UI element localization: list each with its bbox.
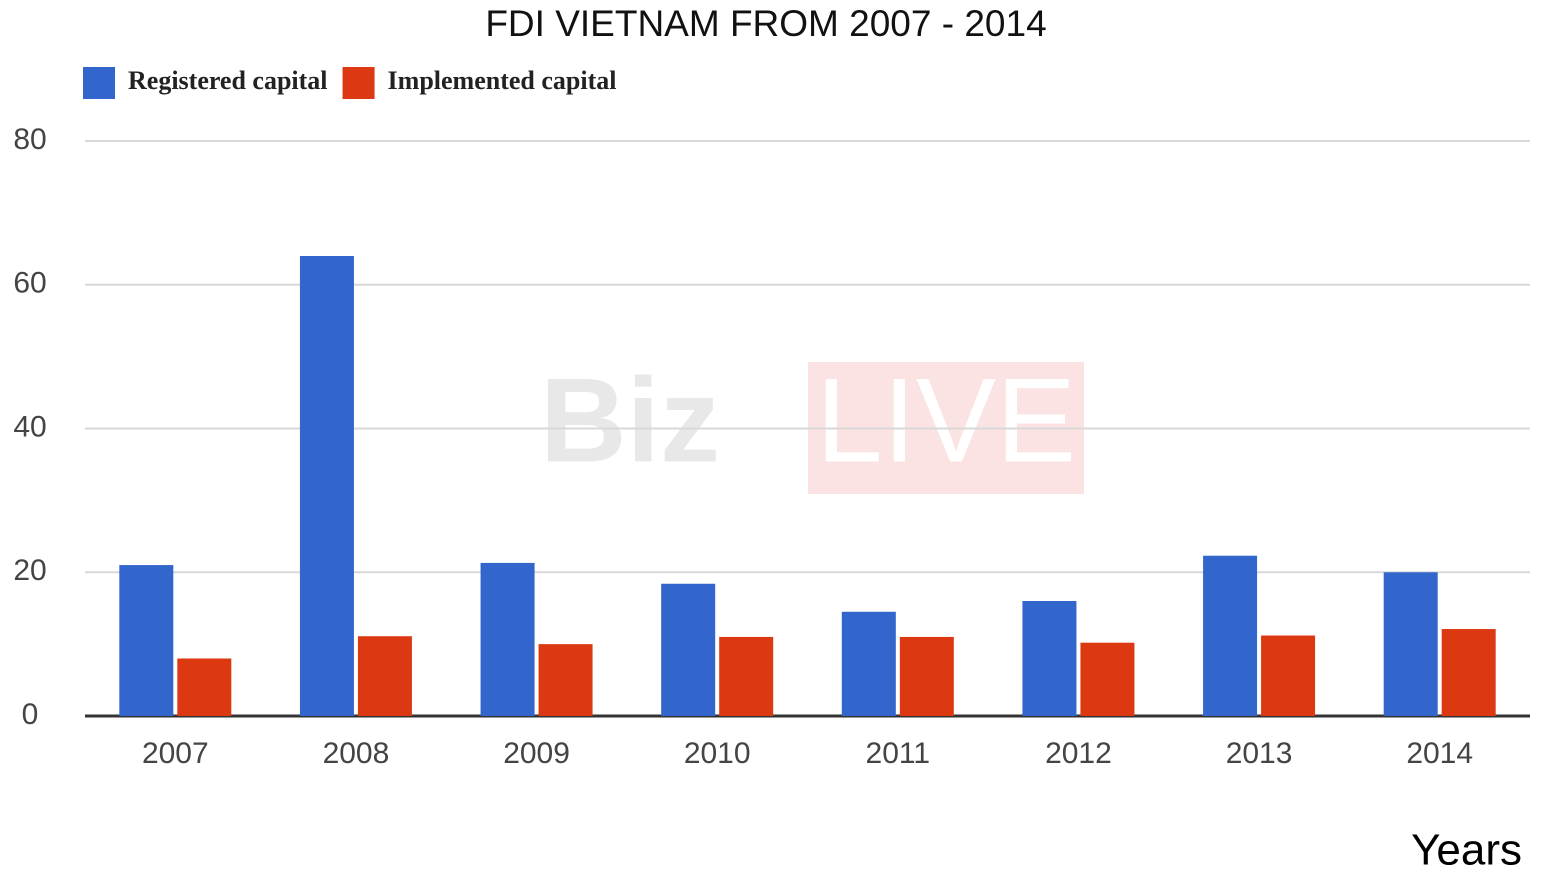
x-tick-label: 2010	[684, 737, 751, 770]
x-tick-label: 2009	[503, 737, 570, 770]
legend-swatch	[342, 67, 375, 99]
watermark: LIVE	[816, 354, 1076, 488]
bar	[1080, 642, 1135, 716]
bar	[480, 562, 535, 716]
y-tick-label: 40	[13, 410, 46, 443]
bar	[119, 565, 174, 716]
bar	[841, 611, 896, 716]
x-tick-label: 2007	[142, 737, 209, 770]
x-tick-label: 2014	[1406, 737, 1473, 770]
x-axis-label: Years	[1411, 826, 1522, 875]
bar	[1441, 629, 1496, 716]
x-tick-label: 2008	[323, 737, 390, 770]
bar	[299, 256, 354, 716]
x-tick-label: 2011	[866, 737, 931, 770]
y-tick-label: 0	[22, 698, 39, 731]
legend-swatch	[83, 67, 115, 99]
chart-title: FDI VIETNAM FROM 2007 - 2014	[485, 3, 1046, 44]
bar	[1203, 555, 1258, 716]
y-tick-label: 20	[13, 554, 46, 587]
x-tick-label: 2012	[1045, 737, 1112, 770]
bar	[1022, 601, 1077, 716]
y-tick-label: 80	[13, 123, 46, 156]
bar	[177, 658, 232, 716]
x-tick-label: 2013	[1226, 737, 1293, 770]
watermark: Biz	[540, 354, 720, 488]
legend-label: Implemented capital	[388, 66, 617, 95]
bar	[357, 636, 412, 716]
bar	[538, 644, 593, 716]
bar	[899, 636, 954, 716]
bar	[661, 583, 716, 716]
bar	[1383, 572, 1438, 716]
bar	[719, 636, 774, 716]
legend-label: Registered capital	[128, 66, 328, 95]
bar	[1261, 635, 1316, 716]
y-tick-label: 60	[13, 267, 46, 300]
